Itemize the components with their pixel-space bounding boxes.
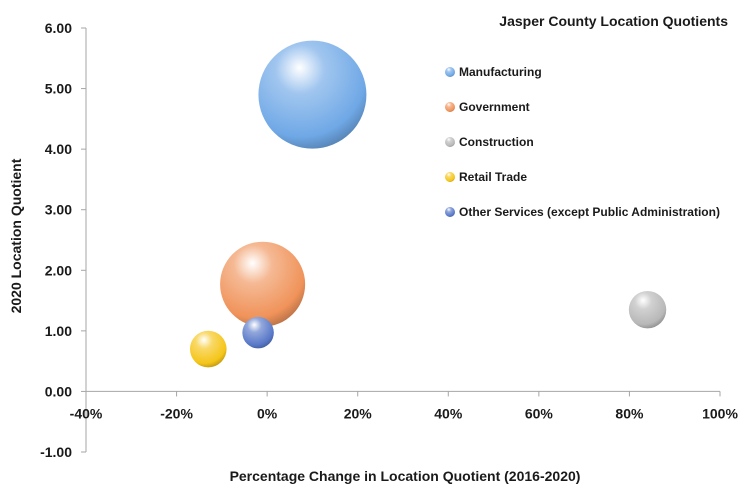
x-tick-label: 20% — [344, 405, 373, 421]
bubble-construction — [628, 290, 667, 329]
legend-marker-retail-trade — [445, 172, 455, 182]
y-tick-label: 4.00 — [45, 141, 72, 157]
axes — [85, 28, 720, 452]
y-tick-label: 1.00 — [45, 323, 72, 339]
y-tick-label: 3.00 — [45, 202, 72, 218]
x-tick-label: 60% — [525, 405, 554, 421]
legend: Manufacturing Government Construction Retai… — [445, 65, 720, 219]
legend-label-manufacturing: Manufacturing — [459, 65, 542, 79]
x-tick-label: -20% — [160, 405, 193, 421]
y-ticks: -1.00 0.00 1.00 2.00 3.00 4.00 5.00 6.00 — [40, 20, 86, 460]
legend-marker-other-services-except-public-administration — [445, 207, 455, 217]
bubble-other-services-except-public-administration — [242, 316, 274, 349]
chart-title: Jasper County Location Quotients — [499, 13, 728, 29]
y-tick-label: 0.00 — [45, 383, 72, 399]
x-ticks: -40% -20% 0% 20% 40% 60% 80% 100% — [70, 391, 738, 421]
y-tick-label: 2.00 — [45, 262, 72, 278]
legend-marker-government — [445, 102, 455, 112]
x-axis-title: Percentage Change in Location Quotient (… — [230, 468, 581, 484]
bubble-government — [220, 241, 306, 327]
y-tick-label: 6.00 — [45, 20, 72, 36]
y-tick-label: -1.00 — [40, 444, 72, 460]
y-tick-label: 5.00 — [45, 81, 72, 97]
legend-marker-manufacturing — [445, 67, 455, 77]
bubbles — [189, 40, 667, 368]
x-tick-label: 100% — [702, 405, 738, 421]
legend-label-retail-trade: Retail Trade — [459, 170, 527, 184]
x-tick-label: -40% — [70, 405, 103, 421]
bubble-manufacturing — [258, 40, 367, 149]
bubble-retail-trade — [189, 330, 227, 368]
legend-label-construction: Construction — [459, 135, 534, 149]
legend-label-government: Government — [459, 100, 530, 114]
legend-label-other-services-except-public-administration: Other Services (except Public Administra… — [459, 205, 720, 219]
x-tick-label: 80% — [615, 405, 644, 421]
y-axis-title: 2020 Location Quotient — [8, 158, 24, 313]
legend-marker-construction — [445, 137, 455, 147]
x-tick-label: 0% — [257, 405, 278, 421]
x-tick-label: 40% — [434, 405, 463, 421]
